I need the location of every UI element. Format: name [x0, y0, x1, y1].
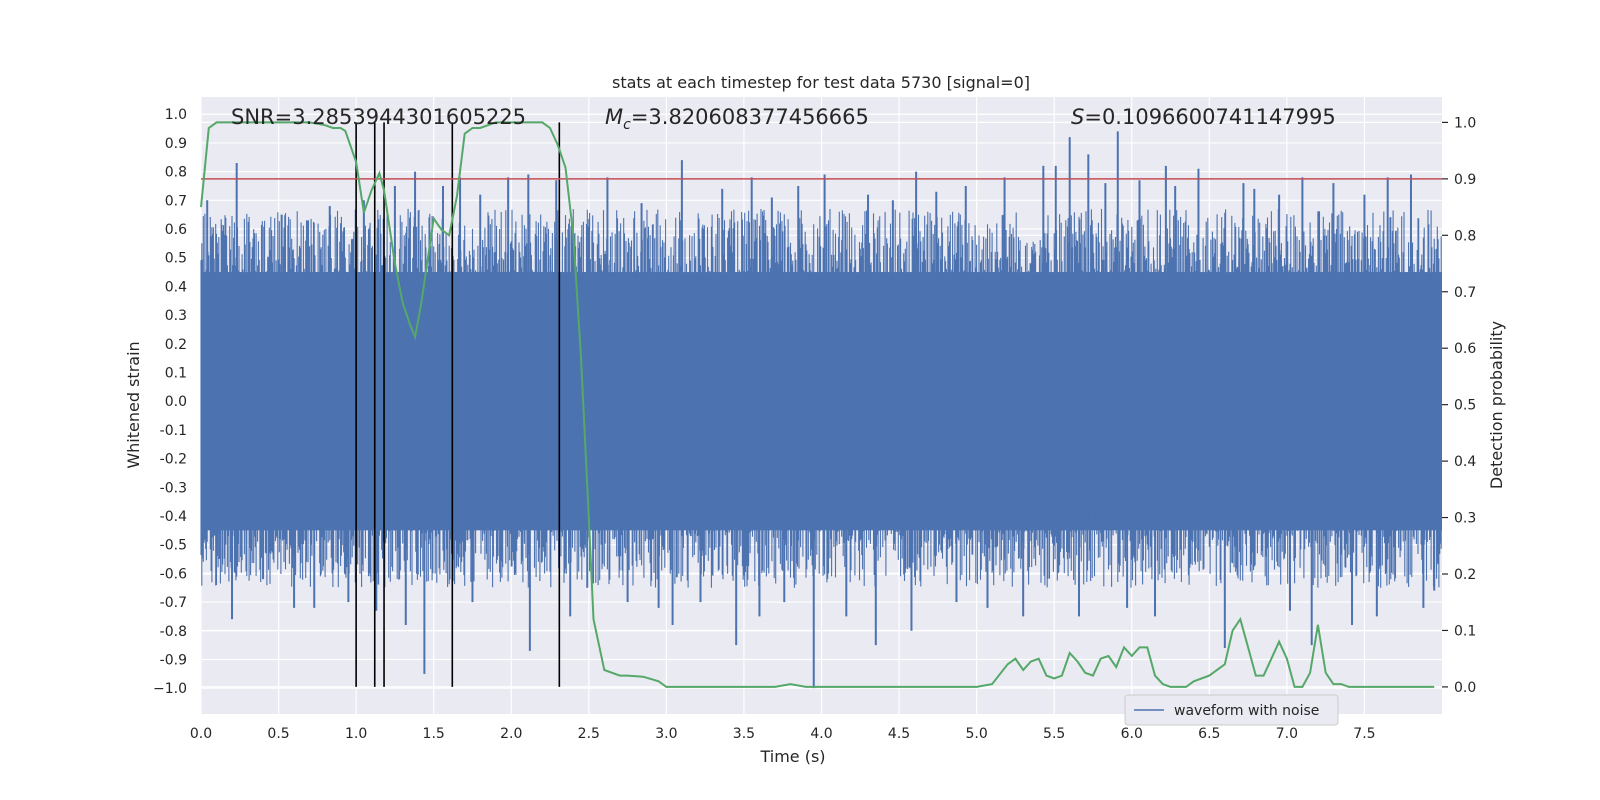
x-tick-label: 4.0 [810, 726, 832, 742]
x-tick-label: 3.5 [733, 726, 755, 742]
x-tick-label: 0.0 [190, 726, 212, 742]
y-right-tick-label: 0.7 [1454, 285, 1476, 301]
chirp-mass-value: =3.820608377456665 [631, 105, 869, 129]
y-right-tick-label: 0.5 [1454, 398, 1476, 414]
x-tick-label: 6.0 [1121, 726, 1143, 742]
x-tick-label: 1.0 [345, 726, 367, 742]
y-left-tick-label: 0.5 [165, 251, 187, 267]
legend-box [1124, 694, 1339, 726]
chirp-mass-subscript: c [623, 117, 631, 133]
y-left-tick-label: -0.2 [160, 452, 187, 468]
y-left-tick-label: −1.0 [153, 681, 187, 697]
y-left-tick-label: -0.3 [160, 480, 187, 496]
x-tick-label: 5.0 [965, 726, 987, 742]
y-right-tick-label: 0.3 [1454, 511, 1476, 527]
y-left-tick-label: -0.5 [160, 538, 187, 554]
chirp-mass-symbol: M [605, 105, 623, 129]
y-left-tick-label: 0.2 [165, 337, 187, 353]
y-left-tick-label: 0.9 [165, 136, 187, 152]
y-right-tick-label: 0.9 [1454, 172, 1476, 188]
detection-probability-series [200, 121, 1435, 688]
chirp-mass-annotation: Mc=3.820608377456665 [605, 105, 869, 133]
y-left-tick-label: 0.6 [165, 222, 187, 238]
y-left-tick-label: 0.8 [165, 165, 187, 181]
legend-entry-waveform-with-noise: waveform with noise [1174, 703, 1319, 719]
y-right-tick-label: 0.2 [1454, 567, 1476, 583]
y-left-tick-label: -0.1 [160, 423, 187, 439]
x-tick-label: 0.5 [267, 726, 289, 742]
y-left-tick-label: 1.0 [165, 107, 187, 123]
y-left-tick-label: 0.1 [165, 365, 187, 381]
y-left-tick-label: 0.3 [165, 308, 187, 324]
y-left-tick-label: -0.9 [160, 652, 187, 668]
x-tick-label: 7.5 [1353, 726, 1375, 742]
y-right-tick-label: 0.1 [1454, 623, 1476, 639]
s-value: =0.1096600741147995 [1084, 105, 1335, 129]
x-tick-label: 4.5 [888, 726, 910, 742]
y-right-axis-label: Detection probability [1487, 321, 1506, 489]
y-right-tick-label: 0.0 [1454, 680, 1476, 696]
x-tick-label: 6.5 [1198, 726, 1220, 742]
chart-title: stats at each timestep for test data 573… [612, 73, 1030, 92]
y-left-tick-label: -0.4 [160, 509, 187, 525]
y-left-tick-label: -0.6 [160, 566, 187, 582]
x-tick-label: 2.5 [578, 726, 600, 742]
y-left-tick-label: -0.7 [160, 595, 187, 611]
x-axis-label: Time (s) [759, 747, 825, 766]
x-tick-label: 5.5 [1043, 726, 1065, 742]
y-right-axis-ticks: 1.0 0.9 0.8 0.7 0.6 0.5 0.4 0.3 0.2 0.1 0.0 [1442, 115, 1476, 696]
y-left-tick-label: -0.8 [160, 624, 187, 640]
y-left-axis-ticks: 1.0 0.9 0.8 0.7 0.6 0.5 0.4 0.3 0.2 0.1 0.0 -0.1 -0.… [153, 107, 187, 697]
snr-annotation: SNR=3.2853944301605225 [231, 105, 526, 129]
x-tick-label: 2.0 [500, 726, 522, 742]
y-left-tick-label: 0.7 [165, 193, 187, 209]
y-right-tick-label: 0.6 [1454, 341, 1476, 357]
legend: waveform with noise [1124, 694, 1339, 726]
y-left-tick-label: 0.4 [165, 279, 187, 295]
s-symbol: S [1071, 105, 1084, 129]
y-left-tick-label: 0.0 [165, 394, 187, 410]
x-tick-label: 7.0 [1276, 726, 1298, 742]
x-tick-label: 1.5 [423, 726, 445, 742]
y-right-tick-label: 0.4 [1454, 454, 1476, 470]
y-right-tick-label: 0.8 [1454, 228, 1476, 244]
detection-probability-line [200, 121, 1435, 688]
y-left-axis-label: Whitened strain [124, 341, 143, 468]
x-tick-label: 3.0 [655, 726, 677, 742]
y-right-tick-label: 1.0 [1454, 115, 1476, 131]
x-axis-ticks: 0.0 0.5 1.0 1.5 2.0 2.5 3.0 3.5 4.0 4.5 5.0 5.5 6.0 6… [190, 726, 1376, 742]
s-annotation: S=0.1096600741147995 [1071, 105, 1336, 129]
